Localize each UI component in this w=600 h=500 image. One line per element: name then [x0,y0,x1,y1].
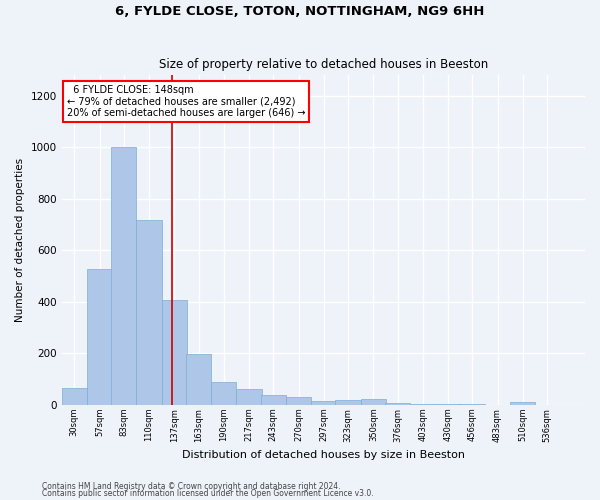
Y-axis label: Number of detached properties: Number of detached properties [15,158,25,322]
Text: Contains HM Land Registry data © Crown copyright and database right 2024.: Contains HM Land Registry data © Crown c… [42,482,341,491]
Bar [335,400,361,405]
Bar [460,404,485,405]
X-axis label: Distribution of detached houses by size in Beeston: Distribution of detached houses by size … [182,450,465,460]
Bar [62,388,87,405]
Bar [87,269,112,405]
Bar [261,394,286,405]
Bar [136,220,161,405]
Text: Contains public sector information licensed under the Open Government Licence v3: Contains public sector information licen… [42,489,374,498]
Bar [211,382,236,405]
Bar [161,300,187,405]
Bar [510,402,535,405]
Text: 6, FYLDE CLOSE, TOTON, NOTTINGHAM, NG9 6HH: 6, FYLDE CLOSE, TOTON, NOTTINGHAM, NG9 6… [115,5,485,18]
Bar [410,404,436,405]
Text: 6 FYLDE CLOSE: 148sqm  
← 79% of detached houses are smaller (2,492)
20% of semi: 6 FYLDE CLOSE: 148sqm ← 79% of detached … [67,85,305,118]
Bar [236,389,262,405]
Bar [436,404,461,405]
Bar [361,399,386,405]
Bar [111,147,136,405]
Bar [385,403,410,405]
Bar [311,400,337,405]
Title: Size of property relative to detached houses in Beeston: Size of property relative to detached ho… [159,58,488,71]
Bar [186,354,211,405]
Bar [286,396,311,405]
